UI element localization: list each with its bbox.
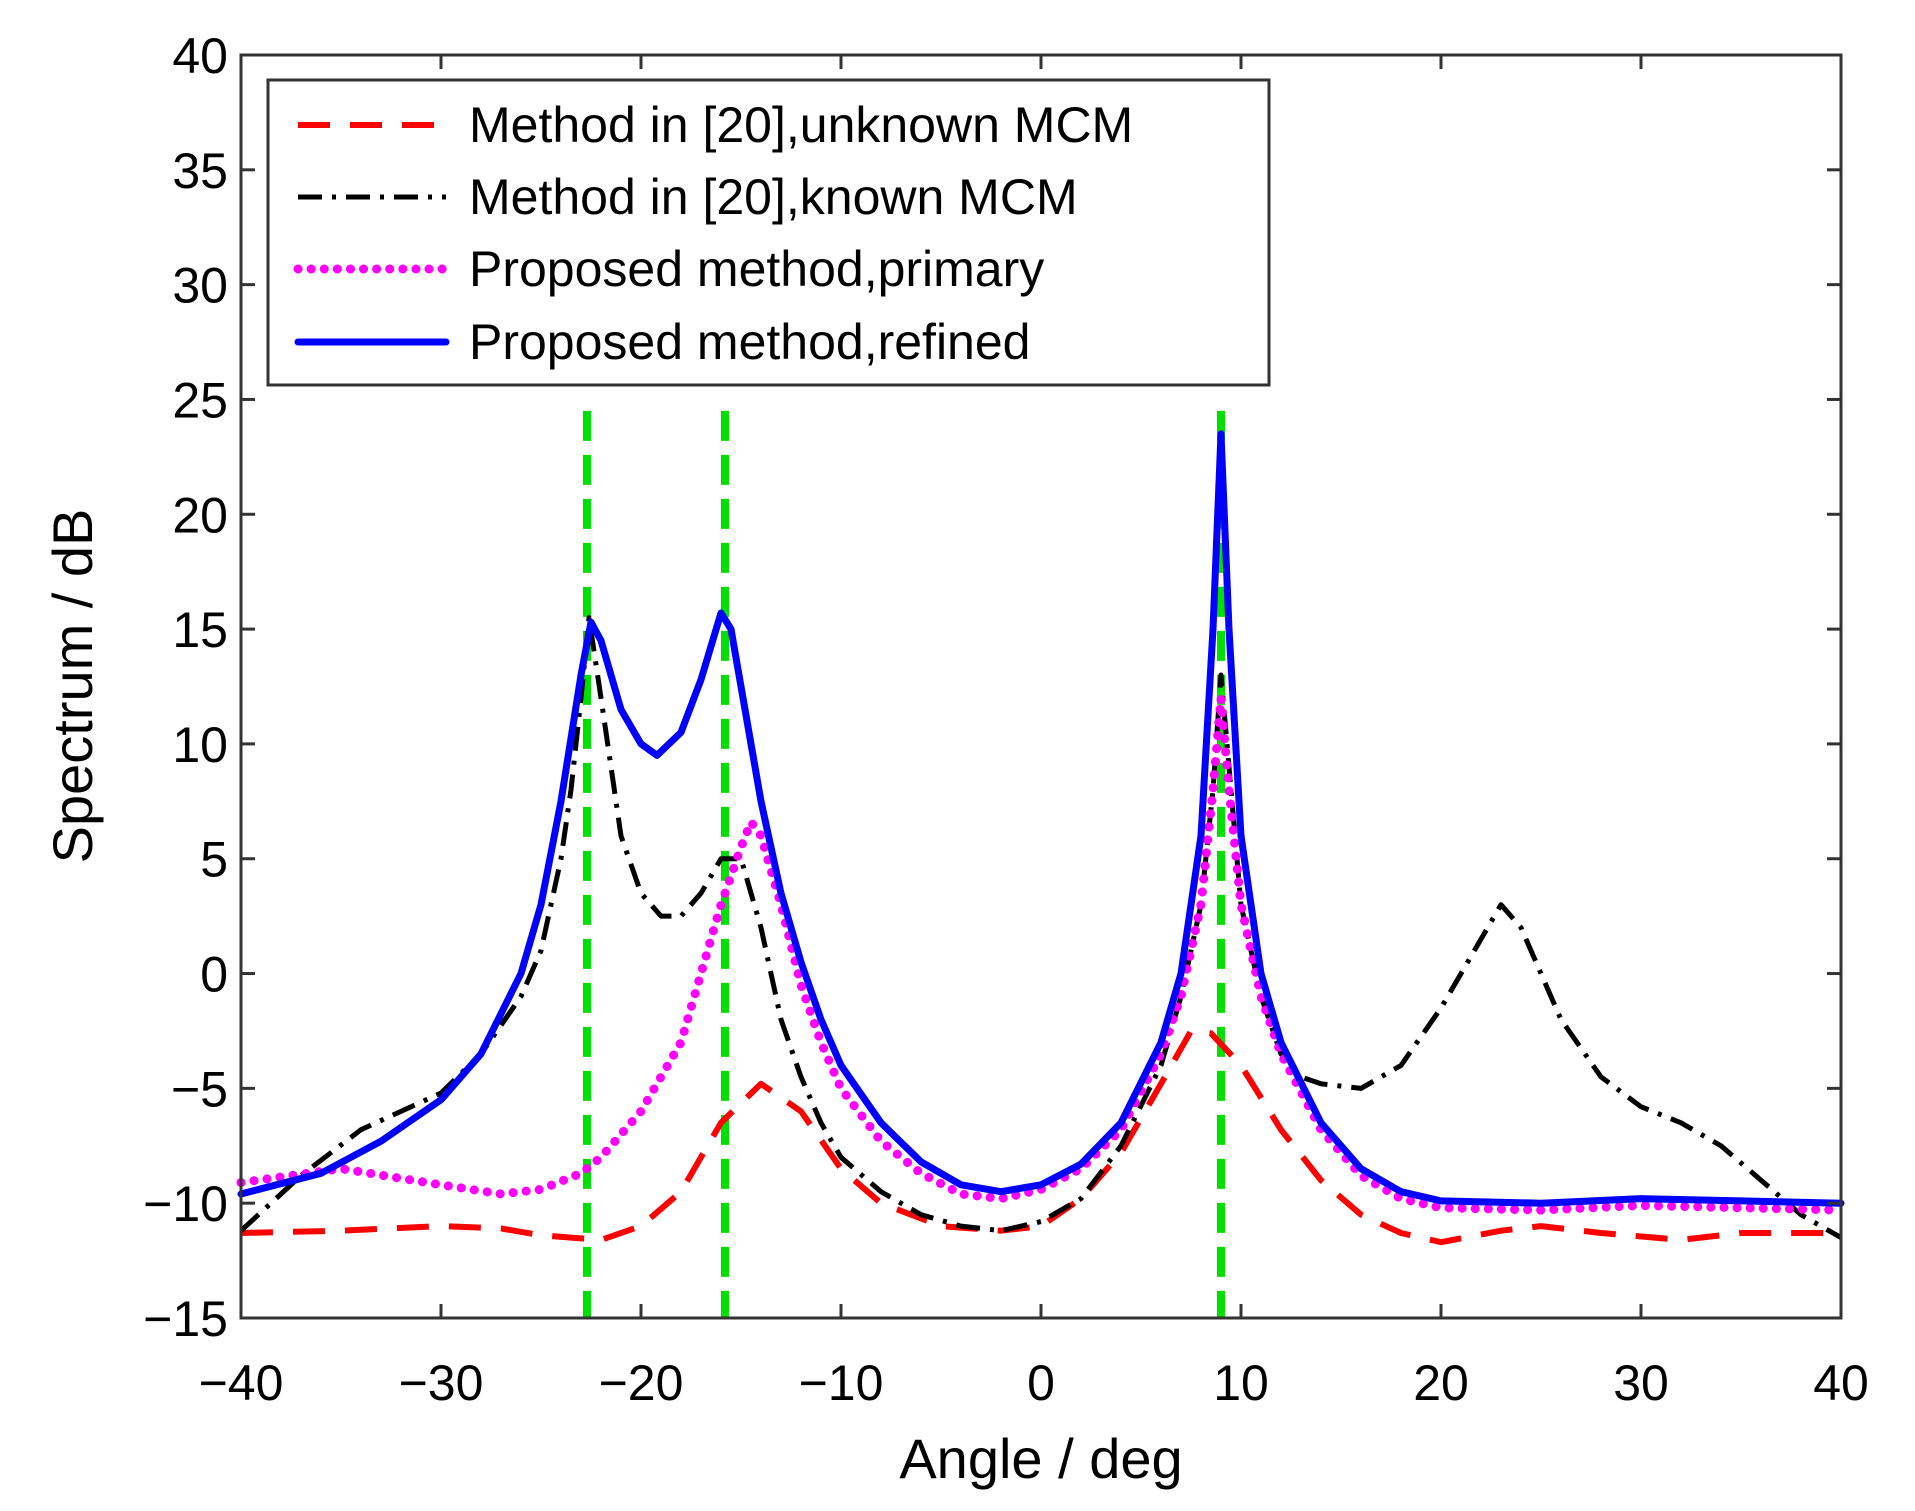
x-tick-label: 30 <box>1613 1355 1669 1411</box>
series-line-2 <box>236 693 1846 1215</box>
x-tick-label: −10 <box>799 1355 884 1411</box>
legend-label-0: Method in [20],unknown MCM <box>469 97 1133 153</box>
y-tick-label: 20 <box>172 487 228 543</box>
x-tick-labels: −40 −30 −20 −10 0 10 20 30 40 <box>199 1355 1869 1411</box>
y-axis-label: Spectrum / dB <box>41 509 104 864</box>
series-group <box>236 430 1846 1246</box>
y-tick-label: 0 <box>200 947 228 1003</box>
y-tick-label: −5 <box>171 1061 228 1117</box>
x-tick-label: 40 <box>1813 1355 1869 1411</box>
legend-box <box>266 78 1271 387</box>
series-line-3 <box>237 430 1845 1207</box>
legend: Method in [20],unknown MCM Method in [20]… <box>266 78 1271 387</box>
y-tick-label: 40 <box>172 28 228 84</box>
y-tick-label: 10 <box>172 717 228 773</box>
x-tick-label: −30 <box>399 1355 484 1411</box>
x-tick-label: −40 <box>199 1355 284 1411</box>
y-tick-label: 25 <box>172 372 228 428</box>
legend-label-3: Proposed method,refined <box>469 314 1030 370</box>
x-tick-label: 10 <box>1213 1355 1269 1411</box>
y-tick-label: −15 <box>143 1291 228 1347</box>
series-line-0 <box>240 1028 1841 1246</box>
y-tick-label: 35 <box>172 143 228 199</box>
x-axis-label: Angle / deg <box>899 1427 1182 1490</box>
series-line-1 <box>239 615 1843 1240</box>
y-tick-label: −10 <box>143 1176 228 1232</box>
legend-label-2: Proposed method,primary <box>469 241 1044 297</box>
reference-lines <box>583 410 1225 1318</box>
y-tick-labels: −15 −10 −5 0 5 10 15 20 25 30 35 40 <box>143 28 228 1347</box>
ticks <box>239 53 1843 1320</box>
legend-label-1: Method in [20],known MCM <box>469 169 1078 225</box>
x-tick-label: 20 <box>1413 1355 1469 1411</box>
y-tick-label: 15 <box>172 602 228 658</box>
y-tick-label: 5 <box>200 832 228 888</box>
y-tick-label: 30 <box>172 258 228 314</box>
x-tick-label: −20 <box>599 1355 684 1411</box>
x-tick-label: 0 <box>1027 1355 1055 1411</box>
